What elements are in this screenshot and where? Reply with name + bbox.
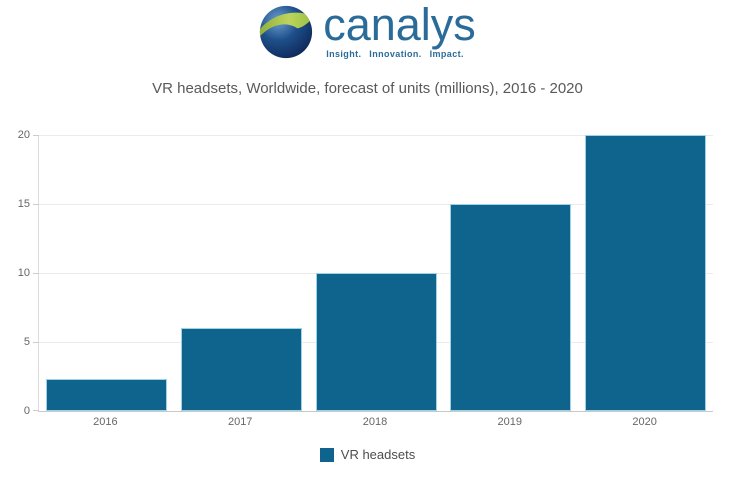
y-tick-20 <box>33 135 39 136</box>
chart-title: VR headsets, Worldwide, forecast of unit… <box>152 80 583 97</box>
y-axis-label-10: 10 <box>17 267 30 279</box>
x-axis-label-2017: 2017 <box>227 416 253 428</box>
gridline-y20 <box>39 134 713 136</box>
legend-label: VR headsets <box>340 447 416 462</box>
bar-2016 <box>45 379 167 411</box>
legend-swatch <box>319 447 334 462</box>
y-axis-label-15: 15 <box>17 198 30 210</box>
x-axis-labels: 2016 2017 2018 2019 2020 <box>38 416 712 432</box>
bar-2019 <box>450 204 572 411</box>
x-axis-label-2018: 2018 <box>362 416 388 428</box>
y-tick-15 <box>33 204 39 205</box>
canalys-logo: canalys Insight. Innovation. Impact. <box>0 0 735 59</box>
bar-2020 <box>585 135 707 411</box>
y-axis-label-0: 0 <box>23 405 30 417</box>
brand-wordmark: canalys <box>323 0 476 50</box>
plot-area <box>33 134 713 412</box>
canalys-globe-icon <box>260 5 313 59</box>
logo-text: canalys Insight. Innovation. Impact. <box>323 0 476 59</box>
brand-tagline: Insight. Innovation. Impact. <box>326 49 464 59</box>
bar-2018 <box>315 273 437 411</box>
y-axis-label-5: 5 <box>23 336 30 348</box>
bar-2017 <box>180 328 302 411</box>
y-axis-labels: 0 5 10 15 20 <box>0 129 32 417</box>
globe-green-swoosh <box>260 12 313 38</box>
chart-legend: VR headsets <box>0 447 735 462</box>
y-tick-5 <box>33 342 39 343</box>
y-axis-label-20: 20 <box>17 129 30 141</box>
gridline-y15 <box>39 203 713 205</box>
x-axis-label-2019: 2019 <box>497 416 523 428</box>
x-axis-label-2016: 2016 <box>93 416 118 428</box>
y-tick-0 <box>33 410 39 411</box>
y-tick-10 <box>33 273 39 274</box>
x-axis-label-2020: 2020 <box>632 416 657 428</box>
